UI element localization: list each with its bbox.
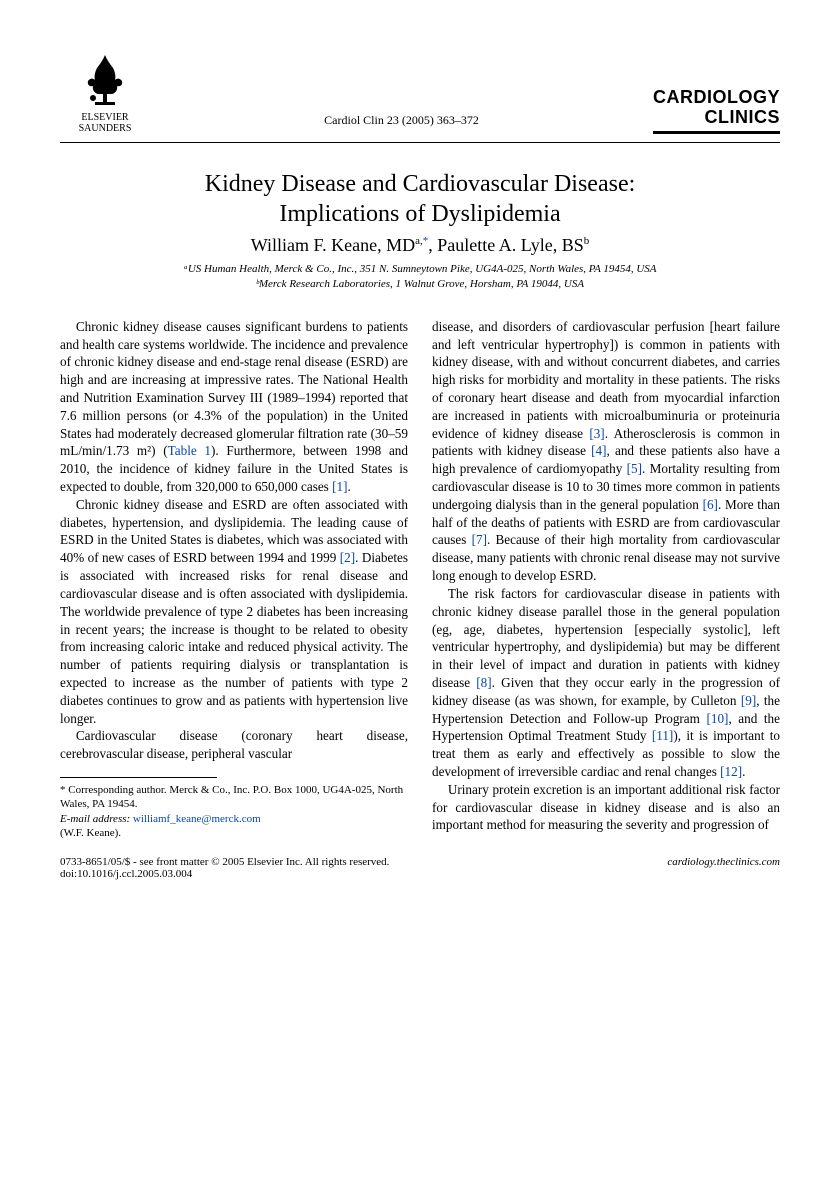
affiliation-b: ᵇMerck Research Laboratories, 1 Walnut G… — [256, 278, 584, 290]
journal-title-line1: CARDIOLOGY — [653, 87, 780, 107]
article-body: Chronic kidney disease causes significan… — [60, 318, 780, 841]
footer-left: 0733-8651/05/$ - see front matter © 2005… — [60, 856, 389, 880]
ref-4-link[interactable]: [4] — [591, 443, 606, 458]
author-1-sup: a, — [415, 235, 423, 247]
footnote-block: * Corresponding author. Merck & Co., Inc… — [60, 777, 408, 840]
footnote-separator — [60, 777, 217, 778]
corr-label: * Corresponding author. — [60, 784, 167, 796]
author-line: William F. Keane, MDa,*, Paulette A. Lyl… — [60, 235, 780, 256]
paragraph-6: Urinary protein excretion is an importan… — [432, 781, 780, 834]
author-sep: , — [428, 235, 437, 255]
ref-3-link[interactable]: [3] — [589, 426, 604, 441]
author-2-sup: b — [584, 235, 590, 247]
publisher-logo-block: ELSEVIER SAUNDERS — [60, 50, 150, 134]
ref-12-link[interactable]: [12] — [720, 764, 742, 779]
ref-2-link[interactable]: [2] — [340, 550, 355, 565]
journal-url[interactable]: cardiology.theclinics.com — [667, 856, 780, 868]
email-label: E-mail address: — [60, 813, 130, 825]
footer-right: cardiology.theclinics.com — [667, 856, 780, 880]
ref-10-link[interactable]: [10] — [706, 711, 728, 726]
affiliations: ᵃUS Human Health, Merck & Co., Inc., 351… — [60, 262, 780, 292]
page-header: ELSEVIER SAUNDERS Cardiol Clin 23 (2005)… — [60, 50, 780, 134]
ref-8-link[interactable]: [8] — [476, 675, 491, 690]
page-footer: 0733-8651/05/$ - see front matter © 2005… — [60, 856, 780, 880]
ref-6-link[interactable]: [6] — [703, 497, 718, 512]
journal-reference: Cardiol Clin 23 (2005) 363–372 — [150, 113, 653, 128]
title-line2: Implications of Dyslipidemia — [279, 201, 560, 227]
email-author-suffix: (W.F. Keane). — [60, 827, 121, 839]
paragraph-1: Chronic kidney disease causes significan… — [60, 318, 408, 496]
elsevier-tree-icon — [75, 50, 135, 110]
article-title: Kidney Disease and Cardiovascular Diseas… — [60, 169, 780, 229]
header-rule — [60, 142, 780, 143]
ref-9-link[interactable]: [9] — [741, 693, 756, 708]
publisher-line2: SAUNDERS — [79, 123, 132, 134]
copyright-line: 0733-8651/05/$ - see front matter © 2005… — [60, 856, 389, 868]
publisher-line1: ELSEVIER — [81, 112, 128, 123]
title-line1: Kidney Disease and Cardiovascular Diseas… — [205, 171, 636, 197]
email-link[interactable]: williamf_keane@merck.com — [133, 813, 261, 825]
journal-title-line2: CLINICS — [705, 107, 781, 127]
ref-7-link[interactable]: [7] — [472, 532, 487, 547]
paragraph-2: Chronic kidney disease and ESRD are ofte… — [60, 496, 408, 728]
paragraph-5: The risk factors for cardiovascular dise… — [432, 585, 780, 781]
paragraph-4: disease, and disorders of cardiovascular… — [432, 318, 780, 585]
table-1-link[interactable]: Table 1 — [168, 443, 211, 458]
author-2-name: Paulette A. Lyle, BS — [437, 235, 584, 255]
ref-11-link[interactable]: [11] — [652, 728, 673, 743]
ref-5-link[interactable]: [5] — [627, 461, 642, 476]
doi-line: doi:10.1016/j.ccl.2005.03.004 — [60, 868, 192, 880]
paragraph-3: Cardiovascular disease (coronary heart d… — [60, 727, 408, 763]
corresponding-author-footnote: * Corresponding author. Merck & Co., Inc… — [60, 783, 408, 840]
author-1-name: William F. Keane, MD — [251, 235, 415, 255]
publisher-name: ELSEVIER SAUNDERS — [79, 112, 132, 134]
journal-title: CARDIOLOGY CLINICS — [653, 87, 780, 134]
affiliation-a: ᵃUS Human Health, Merck & Co., Inc., 351… — [183, 263, 656, 275]
ref-1-link[interactable]: [1] — [332, 479, 347, 494]
